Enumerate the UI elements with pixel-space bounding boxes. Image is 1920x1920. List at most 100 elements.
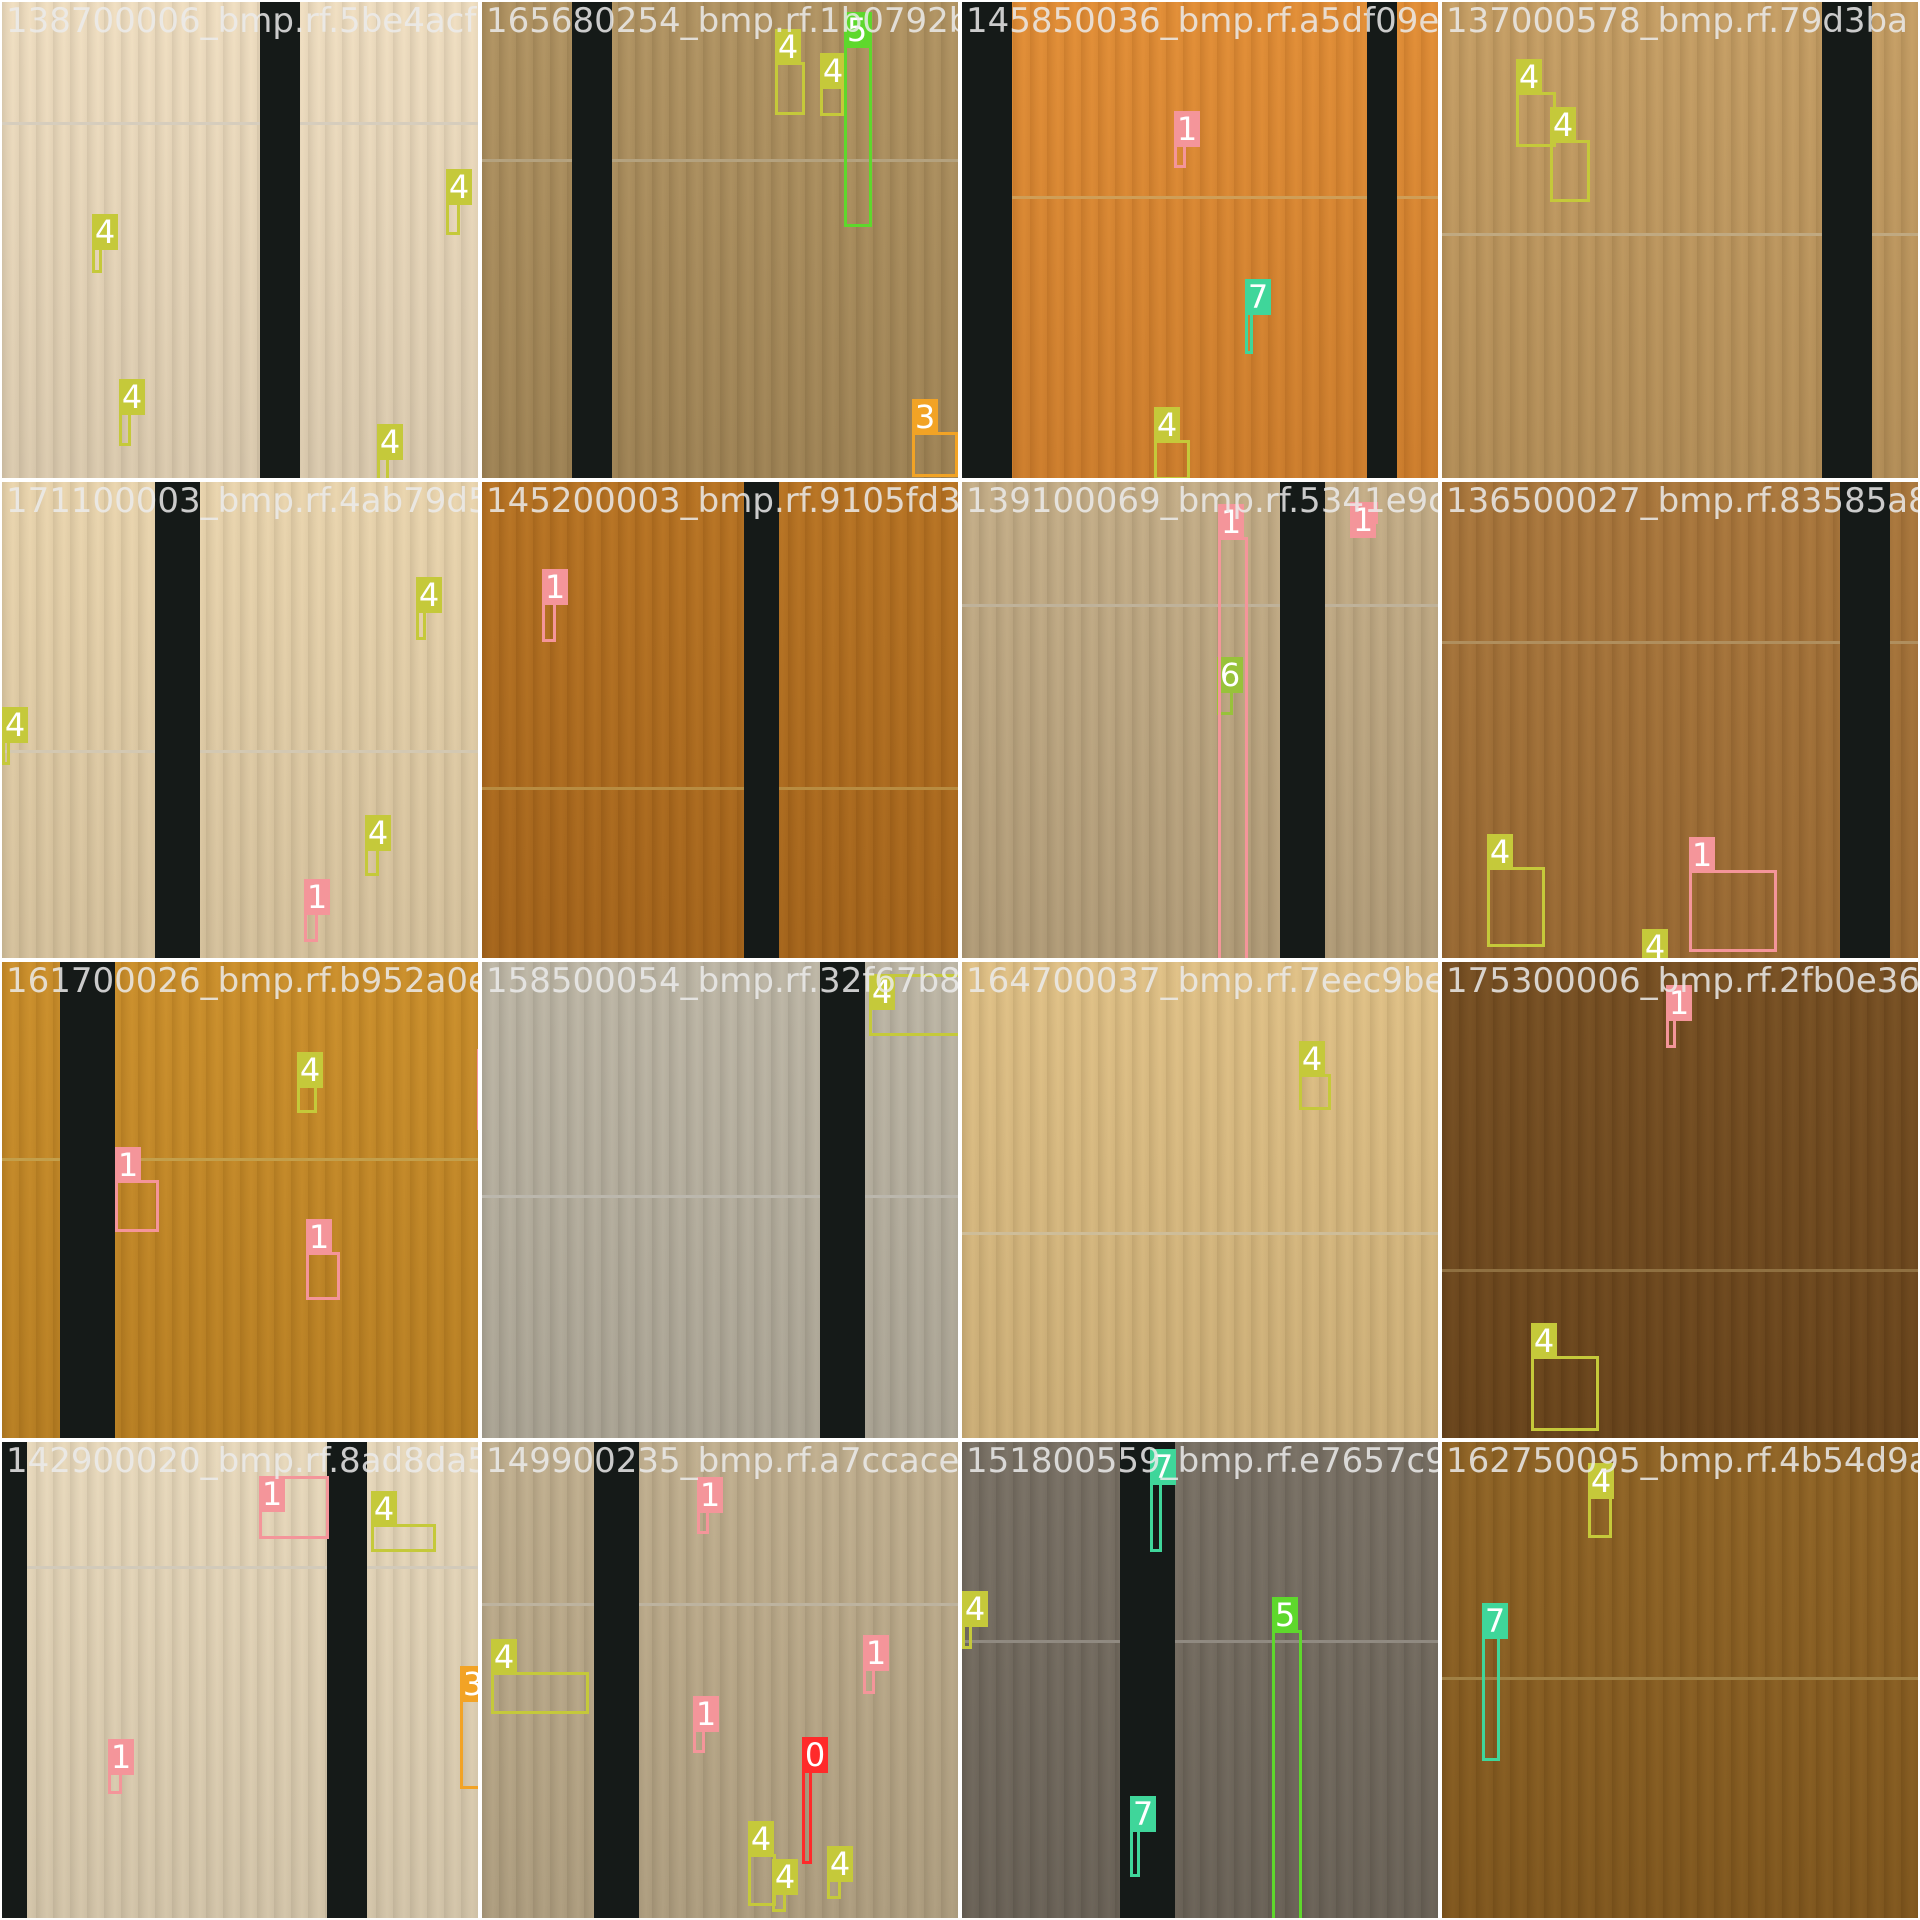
image-tile: 158500054_bmp.rf.32f67b8d 4: [482, 962, 958, 1438]
detection-label: 1: [1218, 504, 1244, 540]
tile-caption: 137000578_bmp.rf.79d3ba: [1446, 2, 1908, 41]
detection-label: 4: [748, 1821, 774, 1857]
board-seam: [482, 1195, 958, 1198]
board-gap: [594, 1442, 639, 1918]
detection-box: 4: [1550, 107, 1590, 202]
detection-box: 1: [115, 1147, 159, 1232]
detection-box: 0: [802, 1737, 828, 1864]
detection-box: 4: [119, 379, 145, 446]
detection-label: 1: [542, 569, 568, 605]
detection-label: 1: [1666, 985, 1692, 1021]
board-seam: [962, 1232, 1438, 1235]
detection-label: 1: [108, 1739, 134, 1775]
image-tile: 139100069_bmp.rf.5341e9c2 1 6 1: [962, 482, 1438, 958]
board-seam: [482, 787, 958, 790]
detection-box: 4: [869, 974, 958, 1036]
detection-box: 4: [1516, 59, 1556, 147]
detection-label: 4: [1642, 929, 1668, 958]
image-tile: 145200003_bmp.rf.9105fd36 1: [482, 482, 958, 958]
board-seam: [482, 159, 958, 162]
detection-label: 4: [1550, 107, 1576, 143]
detection-box: 4: [2, 707, 28, 765]
detection-box: 4: [772, 1859, 798, 1912]
board-gap: [962, 2, 1012, 478]
board-gap: [1120, 1442, 1175, 1918]
detection-box: 1: [259, 1476, 329, 1539]
detection-label: 7: [1150, 1449, 1176, 1485]
detection-box: 1: [108, 1739, 134, 1794]
tile-caption: 171100003_bmp.rf.4ab79d5: [6, 482, 478, 521]
detection-label: 1: [306, 1219, 332, 1255]
board-seam: [1442, 233, 1918, 236]
detection-label: 1: [304, 879, 330, 915]
tile-caption: 145200003_bmp.rf.9105fd36: [486, 482, 958, 521]
detection-label: 3: [912, 399, 938, 435]
detection-box: 4: [491, 1639, 589, 1714]
tile-caption: 161700026_bmp.rf.b952a0e: [6, 962, 478, 1001]
detection-label: 4: [377, 424, 403, 460]
board-gap: [1367, 2, 1397, 478]
board-seam: [1442, 1677, 1918, 1680]
detection-box: 5: [844, 12, 872, 227]
board-gap: [155, 482, 200, 958]
detection-box: 1: [1174, 111, 1200, 168]
tile-caption: 145850036_bmp.rf.a5df09eb: [966, 2, 1438, 41]
detection-label: 3: [460, 1666, 478, 1702]
image-tile: 161700026_bmp.rf.b952a0e 4 1 1 1: [2, 962, 478, 1438]
detection-label: 1: [693, 1696, 719, 1732]
detection-label: 4: [1588, 1463, 1614, 1499]
detection-box: 4: [1154, 407, 1190, 478]
board-gap: [572, 2, 612, 478]
tile-caption: 165680254_bmp.rf.1b0792b7: [486, 2, 958, 41]
detection-label: 6: [1217, 657, 1243, 693]
detection-label: 4: [446, 169, 472, 205]
detection-label: 4: [371, 1491, 397, 1527]
tile-caption: 164700037_bmp.rf.7eec9be9: [966, 962, 1438, 1001]
detection-label: 7: [1482, 1603, 1508, 1639]
detection-label: 5: [1272, 1597, 1298, 1633]
image-tile: 138700006_bmp.rf.5be4acf3 4 4 4 4: [2, 2, 478, 478]
detection-box: 4: [1531, 1323, 1599, 1431]
tile-caption: 151800559_bmp.rf.e7657c9e: [966, 1442, 1438, 1481]
image-tile: 136500027_bmp.rf.83585a8 4 1 4: [1442, 482, 1918, 958]
board-seam: [482, 1603, 958, 1606]
detection-box: 4: [371, 1491, 436, 1552]
detection-box: 4: [377, 424, 403, 478]
detection-label: 1: [1689, 837, 1715, 873]
detection-box: 3: [460, 1666, 478, 1789]
detection-box: 3: [912, 399, 958, 477]
detection-label: 1: [863, 1635, 889, 1671]
detection-label: 4: [1154, 407, 1180, 443]
image-tile: 162750095_bmp.rf.4b54d9a 4 7: [1442, 1442, 1918, 1918]
image-tile: 175300006_bmp.rf.2fb0e361 1 4: [1442, 962, 1918, 1438]
board-seam: [962, 196, 1438, 199]
detection-box: 4: [1299, 1041, 1331, 1110]
detection-label: 4: [2, 707, 28, 743]
detection-box: 7: [1245, 279, 1271, 354]
board-gap: [2, 1442, 27, 1918]
detection-label: 4: [297, 1052, 323, 1088]
detection-label: 4: [119, 379, 145, 415]
detection-box: 4: [92, 214, 118, 273]
detection-label: 4: [820, 53, 846, 89]
detection-label: 4: [775, 29, 801, 65]
detection-box: 1: [863, 1635, 889, 1694]
image-tile: 145850036_bmp.rf.a5df09eb 1 7 4: [962, 2, 1438, 478]
board-seam: [2, 750, 478, 753]
tile-caption: 142900020_bmp.rf.8ad8da51: [6, 1442, 478, 1481]
tile-caption: 162750095_bmp.rf.4b54d9a: [1446, 1442, 1918, 1481]
detection-box: 1: [693, 1696, 719, 1753]
detection-box: 4: [365, 815, 391, 876]
detection-box: 5: [1272, 1597, 1302, 1918]
board-gap: [327, 1442, 367, 1918]
detection-label: 1: [697, 1477, 723, 1513]
detection-label: 1: [115, 1147, 141, 1183]
board-gap: [1822, 2, 1872, 478]
image-tile: 164700037_bmp.rf.7eec9be9 4: [962, 962, 1438, 1438]
detection-box: 4: [1588, 1463, 1614, 1538]
board-seam: [2, 1158, 478, 1161]
detection-label: 1: [259, 1476, 285, 1512]
detection-label: 1: [1174, 111, 1200, 147]
detection-label: 4: [869, 974, 895, 1010]
detection-label: 4: [1531, 1323, 1557, 1359]
